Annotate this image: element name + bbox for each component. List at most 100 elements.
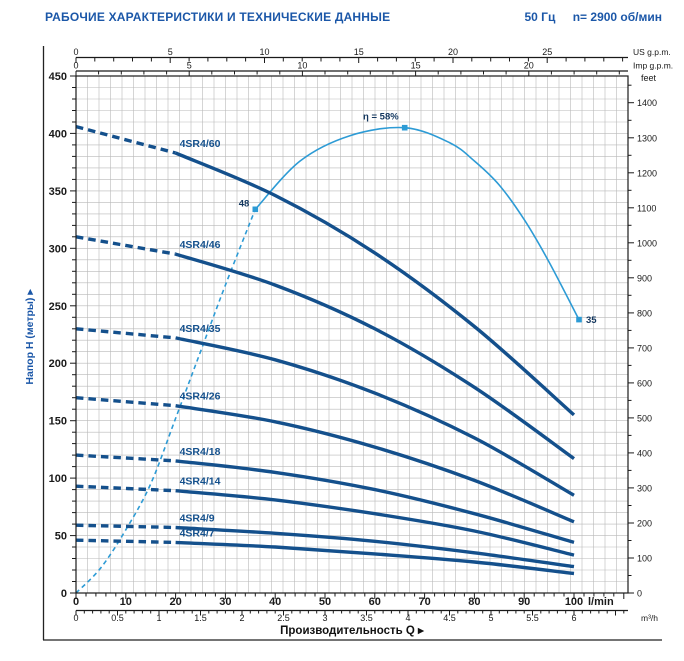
svg-text:50: 50 — [319, 596, 331, 608]
head-curve-dashed — [75, 523, 176, 530]
svg-text:2: 2 — [239, 613, 244, 623]
svg-text:6: 6 — [571, 613, 576, 623]
axes: 0 5 10 15 20 25 US g.p.m.0 5 10 15 20 Imp g.p.m.050… — [49, 47, 674, 623]
svg-text:1000: 1000 — [637, 238, 657, 248]
svg-text:0: 0 — [73, 61, 78, 71]
curve-label: 4SR4/35 — [180, 323, 221, 335]
svg-text:450: 450 — [49, 71, 67, 83]
svg-text:0: 0 — [61, 588, 67, 600]
svg-text:1400: 1400 — [637, 98, 657, 108]
curve-label: 4SR4/7 — [180, 527, 215, 539]
svg-text:0: 0 — [73, 596, 79, 608]
head-curve-dashed — [75, 484, 176, 493]
svg-text:700: 700 — [637, 343, 652, 353]
curve-label: 4SR4/9 — [180, 513, 215, 525]
svg-text:1.5: 1.5 — [194, 613, 207, 623]
svg-text:20: 20 — [524, 61, 534, 71]
svg-text:30: 30 — [219, 596, 231, 608]
svg-text:10: 10 — [297, 61, 307, 71]
efficiency-point-label: 48 — [239, 198, 250, 209]
y-axis-title: Напор H (метры) ▸ — [24, 289, 36, 385]
grid — [76, 76, 628, 593]
head-curve — [175, 489, 575, 557]
frequency-label: 50 Гц — [524, 10, 556, 24]
efficiency-point-label: η = 58% — [363, 112, 399, 123]
m3h-unit: m³/h — [641, 613, 658, 623]
svg-text:4.5: 4.5 — [443, 613, 456, 623]
svg-text:5: 5 — [168, 47, 173, 57]
svg-text:100: 100 — [49, 473, 67, 485]
head-curve — [175, 525, 575, 569]
efficiency-markers: 48 η = 58% 35 — [239, 112, 598, 326]
svg-text:15: 15 — [411, 61, 421, 71]
svg-text:1200: 1200 — [637, 168, 657, 178]
svg-text:20: 20 — [448, 47, 458, 57]
svg-text:0: 0 — [73, 47, 78, 57]
efficiency-curve — [75, 126, 580, 594]
head-curve — [175, 540, 575, 576]
svg-text:5: 5 — [187, 61, 192, 71]
svg-text:800: 800 — [637, 308, 652, 318]
imp-gpm-unit: Imp g.p.m. — [633, 61, 673, 71]
head-curve — [174, 151, 576, 417]
page-rules — [42, 46, 662, 641]
head-curve — [175, 336, 575, 497]
head-curves — [75, 124, 576, 576]
svg-text:60: 60 — [369, 596, 381, 608]
head-curve-dashed — [75, 538, 176, 545]
svg-text:0.5: 0.5 — [111, 613, 124, 623]
page-title: РАБОЧИЕ ХАРАКТЕРИСТИКИ И ТЕХНИЧЕСКИЕ ДАН… — [45, 10, 391, 24]
svg-text:250: 250 — [49, 301, 67, 313]
svg-text:500: 500 — [637, 413, 652, 423]
head-curve-dashed — [75, 124, 177, 155]
svg-text:200: 200 — [49, 358, 67, 370]
curve-label: 4SR4/14 — [180, 476, 221, 488]
svg-text:10: 10 — [259, 47, 269, 57]
efficiency-point-label: 35 — [586, 315, 597, 326]
curve-label: 4SR4/26 — [180, 391, 221, 403]
svg-text:15: 15 — [354, 47, 364, 57]
svg-text:300: 300 — [49, 243, 67, 255]
svg-text:20: 20 — [169, 596, 181, 608]
svg-text:2.5: 2.5 — [277, 613, 290, 623]
svg-text:3.5: 3.5 — [360, 613, 373, 623]
svg-text:350: 350 — [49, 186, 67, 198]
svg-text:150: 150 — [49, 416, 67, 428]
svg-text:5.5: 5.5 — [526, 613, 539, 623]
svg-text:0: 0 — [73, 613, 78, 623]
svg-text:25: 25 — [542, 47, 552, 57]
plot-border — [75, 75, 629, 594]
svg-text:5: 5 — [488, 613, 493, 623]
svg-text:400: 400 — [49, 128, 67, 140]
head-curve-dashed — [75, 453, 176, 463]
svg-text:0: 0 — [637, 589, 642, 599]
svg-text:4: 4 — [405, 613, 410, 623]
svg-text:50: 50 — [55, 531, 67, 543]
head-curve-dashed — [75, 235, 176, 256]
svg-text:100: 100 — [565, 596, 583, 608]
head-curve-dashed — [75, 327, 176, 340]
feet-unit: feet — [641, 73, 657, 83]
head-curve-dashed — [75, 396, 176, 408]
svg-text:90: 90 — [518, 596, 530, 608]
svg-text:40: 40 — [269, 596, 281, 608]
us-gpm-unit: US g.p.m. — [633, 47, 671, 57]
head-curve — [175, 459, 575, 545]
speed-label: n= 2900 об/мин — [572, 10, 662, 24]
efficiency-point — [252, 206, 259, 213]
svg-text:100: 100 — [637, 554, 652, 564]
svg-text:300: 300 — [637, 483, 652, 493]
curve-label: 4SR4/46 — [180, 239, 221, 251]
svg-text:400: 400 — [637, 448, 652, 458]
svg-text:1100: 1100 — [637, 203, 656, 213]
page-header: РАБОЧИЕ ХАРАКТЕРИСТИКИ И ТЕХНИЧЕСКИЕ ДАН… — [45, 10, 662, 24]
svg-text:1: 1 — [156, 613, 161, 623]
svg-text:80: 80 — [468, 596, 480, 608]
efficiency-point — [576, 316, 582, 323]
header-specs: 50 Гц n= 2900 об/мин — [511, 10, 663, 24]
svg-text:200: 200 — [637, 519, 652, 529]
svg-text:70: 70 — [418, 596, 430, 608]
svg-text:600: 600 — [637, 378, 652, 388]
